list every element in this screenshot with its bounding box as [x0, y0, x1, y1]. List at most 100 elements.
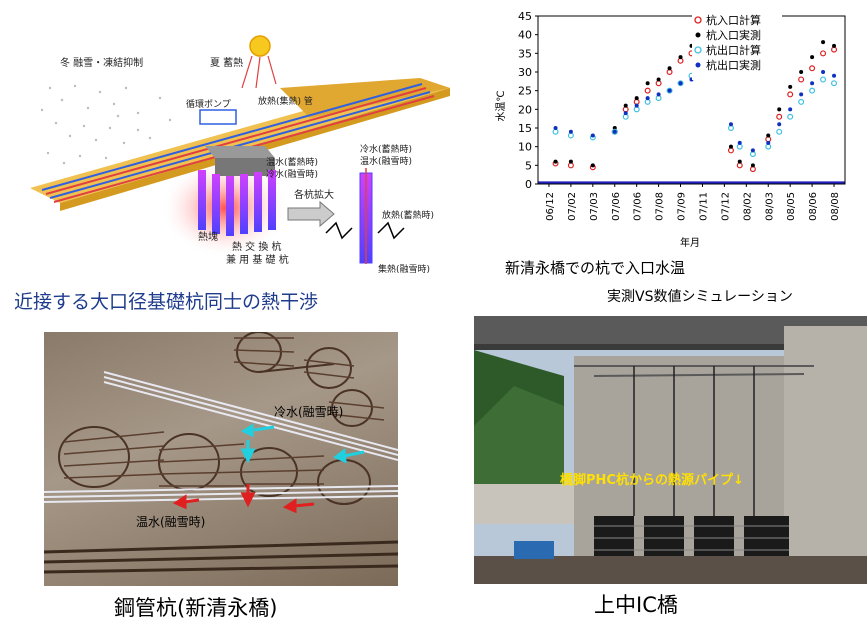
- data-point: [787, 113, 794, 120]
- y-tick-label: 0: [525, 178, 532, 191]
- photo-overlay-label: 橋脚PHC杭からの熱源パイプ↓: [560, 472, 744, 488]
- data-point: [750, 148, 755, 153]
- x-tick-label: 08/03: [764, 192, 775, 221]
- data-point: [821, 40, 826, 45]
- data-point: [567, 132, 574, 139]
- data-point: [590, 163, 595, 168]
- label-cold-water2: 冷水(蓄熱時): [360, 143, 412, 155]
- data-point: [667, 88, 672, 93]
- data-point: [832, 43, 837, 48]
- x-tick-label: 08/02: [742, 192, 753, 221]
- x-tick-label: 07/03: [589, 192, 600, 221]
- data-point: [677, 57, 684, 64]
- label-heat-release: 放熱(蓄熱時): [382, 209, 434, 221]
- x-tick-label: 07/09: [677, 192, 688, 221]
- data-point: [787, 91, 794, 98]
- caption-bottom-left: 鋼管杭(新清永橋): [114, 596, 278, 620]
- data-point: [623, 111, 628, 116]
- steel-pipe-pile-photo: 冷水(融雪時) 温水(融雪時): [44, 332, 398, 586]
- data-point: [728, 144, 733, 149]
- data-point: [677, 80, 684, 87]
- caption-top-left: 近接する大口径基礎杭同士の熱干渉: [14, 291, 319, 313]
- y-tick-label: 45: [518, 10, 532, 23]
- expand-arrow: [287, 200, 335, 228]
- data-point: [634, 103, 639, 108]
- legend-label: 杭入口計算: [706, 13, 761, 27]
- label-winter: 冬 融雪・凍結抑制: [60, 56, 143, 69]
- data-point: [727, 147, 734, 154]
- chart-xlabel: 年月: [680, 236, 700, 249]
- label-summer: 夏 蓄熱: [210, 56, 243, 69]
- data-point: [749, 166, 756, 173]
- data-point: [831, 80, 838, 87]
- label-pile-line2: 兼 用 基 礎 杭: [226, 253, 289, 266]
- data-point: [798, 98, 805, 105]
- data-point: [645, 96, 650, 101]
- data-point: [831, 46, 838, 53]
- data-point: [776, 128, 783, 135]
- x-tick-label: 07/06: [611, 192, 622, 221]
- x-tick-label: 08/08: [830, 192, 841, 221]
- data-point: [645, 81, 650, 86]
- data-point: [736, 162, 743, 169]
- data-point: [799, 70, 804, 74]
- y-tick-label: 15: [518, 122, 532, 135]
- y-tick-label: 10: [518, 141, 532, 154]
- chart-legend-box: [692, 14, 782, 80]
- data-point: [678, 55, 683, 60]
- data-point: [737, 159, 742, 164]
- label-pile: 熱 交 換 杭 兼 用 基 礎 杭: [226, 240, 289, 266]
- legend-marker: [694, 46, 702, 54]
- data-point: [678, 81, 683, 86]
- x-tick-label: 07/08: [655, 192, 666, 221]
- data-point: [766, 140, 771, 145]
- heat-exchange-diagram: 冬 融雪・凍結抑制 夏 蓄熱 放熱(集熱) 管 循環ポンプ 温水(蓄熱時) 冷水…: [30, 35, 450, 275]
- data-point: [766, 133, 771, 138]
- data-point: [728, 122, 733, 127]
- data-point: [644, 87, 651, 94]
- label-geothermal: 熱塊: [198, 230, 218, 243]
- data-point: [798, 76, 805, 83]
- data-point: [765, 143, 772, 150]
- data-point: [553, 126, 558, 130]
- data-point: [776, 113, 783, 120]
- y-tick-label: 5: [525, 159, 532, 172]
- data-point: [655, 80, 662, 87]
- data-point: [611, 128, 618, 135]
- data-point: [736, 143, 743, 150]
- data-point: [568, 159, 573, 164]
- y-tick-label: 40: [518, 29, 532, 42]
- data-point: [832, 73, 837, 78]
- data-point: [820, 50, 827, 57]
- label-expand: 各杭拡大: [294, 188, 334, 201]
- x-tick-label: 08/05: [786, 192, 797, 221]
- data-point: [553, 159, 558, 164]
- legend-label: 杭出口計算: [706, 43, 761, 57]
- data-point: [666, 87, 673, 94]
- y-tick-label: 30: [518, 66, 532, 79]
- chart-caption-1: 新清永橋での杭で入口水温: [505, 259, 686, 277]
- data-point: [590, 133, 595, 138]
- x-tick-label: 07/06: [633, 192, 644, 221]
- data-point: [655, 95, 662, 102]
- data-point: [644, 98, 651, 105]
- data-point: [809, 65, 816, 72]
- legend-marker: [695, 32, 701, 38]
- chart-plot-frame: [537, 15, 846, 185]
- data-point: [727, 124, 734, 131]
- legend-label: 杭入口実測: [706, 28, 761, 42]
- data-point: [737, 140, 742, 145]
- chart-caption-2: 実測VS数値シミュレーション: [607, 289, 793, 305]
- data-point: [567, 162, 574, 169]
- data-point: [799, 92, 804, 97]
- data-point: [777, 122, 782, 127]
- y-tick-label: 35: [518, 47, 532, 60]
- legend-marker: [694, 16, 702, 24]
- data-point: [788, 107, 793, 112]
- kaminaka-ic-bridge-photo: 橋脚PHC杭からの熱源パイプ↓: [474, 316, 867, 584]
- label-warm-water2: 温水(融雪時): [360, 155, 412, 167]
- data-point: [667, 66, 672, 71]
- data-point: [612, 129, 617, 134]
- data-point: [634, 96, 639, 101]
- x-tick-label: 07/02: [567, 192, 578, 221]
